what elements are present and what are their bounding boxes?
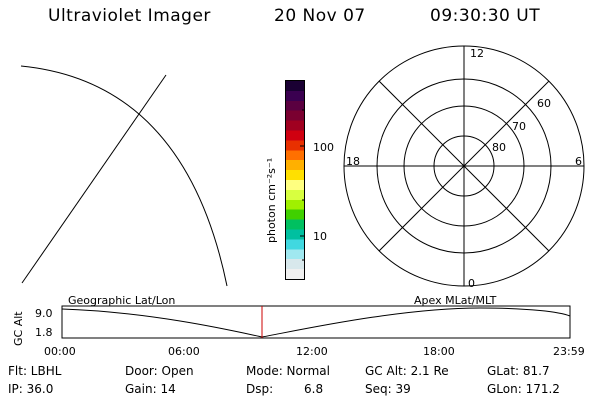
x-tick-2359: 23:59 — [553, 345, 585, 358]
status-gc-alt: GC Alt: 2.1 Re — [365, 364, 449, 378]
mlat-label-80: 80 — [492, 141, 506, 154]
mlt-label-12: 12 — [470, 47, 484, 60]
colorbar-tick-10: 10 — [313, 230, 327, 243]
status-dsp-value: 6.8 — [304, 382, 324, 396]
time-text: 09:30:30 UT — [430, 6, 541, 26]
mlat-label-70: 70 — [512, 120, 526, 133]
status-door: Door: Open — [125, 364, 194, 378]
x-tick-1200: 12:00 — [296, 345, 328, 358]
status-glon: GLon: 171.2 — [487, 382, 560, 396]
x-tick-0600: 06:00 — [168, 345, 200, 358]
meridian-line — [21, 74, 167, 284]
x-tick-0000: 00:00 — [44, 345, 76, 358]
altitude-curve — [61, 307, 571, 338]
date-text: 20 Nov 07 — [274, 6, 366, 26]
status-gain: Gain: 14 — [125, 382, 176, 396]
mlt-label-18: 18 — [346, 155, 360, 168]
status-ip: IP: 36.0 — [8, 382, 54, 396]
altitude-min-label: 1.8 — [35, 326, 53, 339]
status-mode: Mode: Normal — [246, 364, 330, 378]
instrument-title: Ultraviolet Imager — [48, 6, 211, 26]
colorbar-tick-100: 100 — [313, 141, 334, 154]
status-seq: Seq: 39 — [365, 382, 411, 396]
colorbar — [285, 80, 305, 280]
earth-limb-arc — [20, 65, 228, 287]
geographic-title: Geographic Lat/Lon — [68, 294, 176, 307]
mlt-label-6: 6 — [575, 155, 582, 168]
apex-title: Apex MLat/MLT — [414, 294, 497, 307]
status-flt: Flt: LBHL — [8, 364, 62, 378]
mlat-label-60: 60 — [537, 97, 551, 110]
status-dsp-label: Dsp: — [246, 382, 274, 396]
mlt-label-0: 0 — [468, 277, 475, 290]
status-glat: GLat: 81.7 — [487, 364, 550, 378]
x-tick-1800: 18:00 — [423, 345, 455, 358]
altitude-max-label: 9.0 — [35, 307, 53, 320]
